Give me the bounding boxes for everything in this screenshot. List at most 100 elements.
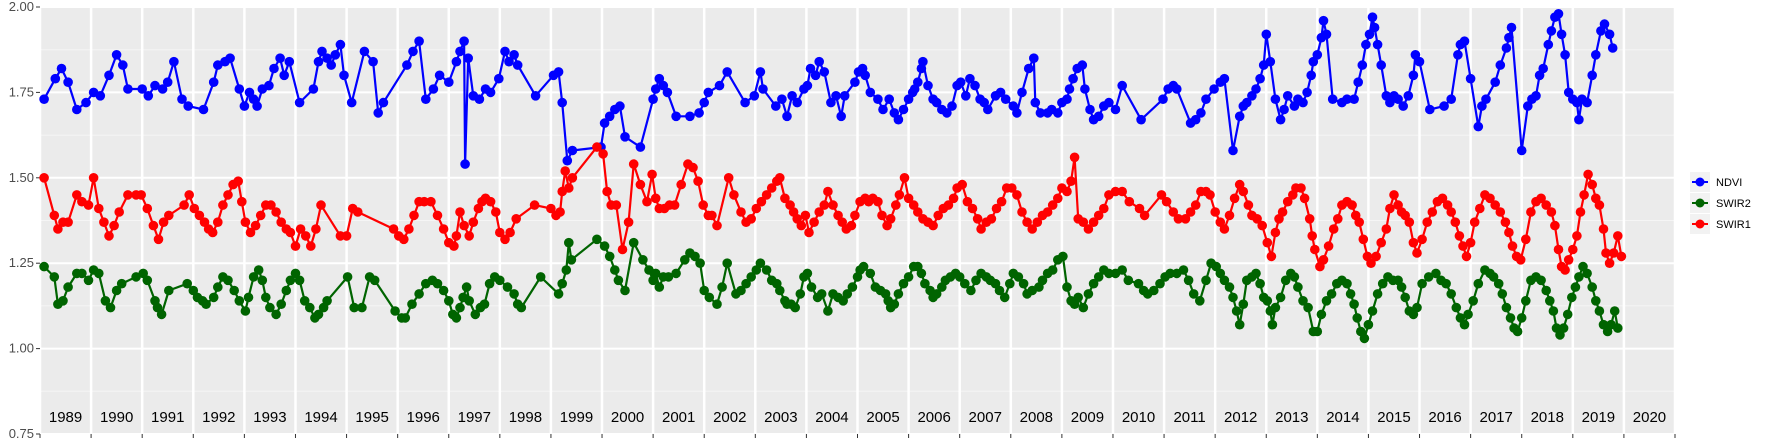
data-point	[1085, 104, 1095, 115]
data-point	[1234, 111, 1245, 122]
data-point	[150, 80, 160, 91]
data-point	[317, 46, 327, 57]
data-point	[1361, 39, 1371, 50]
data-point	[1303, 302, 1313, 313]
data-point	[295, 224, 306, 234]
data-point	[88, 173, 99, 183]
data-point	[104, 231, 114, 241]
data-point	[184, 190, 194, 200]
data-point	[188, 285, 199, 296]
data-point	[109, 220, 119, 231]
data-point	[1515, 254, 1526, 265]
data-point	[189, 203, 200, 214]
data-point	[560, 166, 570, 176]
data-point	[1546, 207, 1557, 217]
data-point	[1243, 200, 1254, 210]
data-point	[240, 306, 251, 316]
data-point	[229, 285, 239, 296]
data-point	[885, 214, 896, 224]
data-point	[1279, 104, 1289, 115]
data-point	[369, 275, 380, 286]
data-point	[615, 101, 625, 111]
data-point	[276, 217, 287, 227]
data-point	[712, 299, 722, 310]
data-point	[842, 289, 853, 299]
data-point	[638, 254, 648, 265]
data-point	[717, 282, 727, 292]
data-point	[671, 111, 681, 122]
year-label: 2012	[1224, 409, 1257, 426]
data-point	[804, 227, 814, 238]
data-point	[1366, 258, 1376, 269]
data-point	[1377, 278, 1388, 289]
data-point	[1110, 186, 1121, 197]
data-point	[1558, 323, 1569, 333]
data-point	[931, 289, 942, 299]
data-point	[604, 251, 615, 262]
year-labels: 1989 1990 1991 1992 1993 1994 1995 1996 1997 1998…	[49, 409, 1666, 426]
data-point	[1545, 296, 1555, 306]
data-point	[1607, 43, 1618, 53]
data-point	[1328, 224, 1339, 234]
year-label: 2004	[815, 409, 848, 426]
data-point	[1185, 207, 1196, 217]
data-point	[438, 224, 449, 234]
data-point	[182, 278, 192, 289]
data-point	[680, 254, 690, 265]
data-point	[83, 275, 94, 286]
data-point	[1453, 50, 1463, 60]
data-point	[1507, 241, 1518, 251]
data-point	[1099, 203, 1109, 214]
data-point	[449, 241, 459, 251]
data-point	[142, 275, 153, 286]
data-point	[123, 84, 133, 94]
data-point	[94, 203, 104, 214]
data-point	[368, 56, 378, 67]
data-point	[699, 97, 709, 108]
data-point	[1270, 227, 1281, 238]
data-point	[996, 196, 1007, 207]
data-point	[1053, 108, 1063, 118]
data-point	[995, 87, 1006, 98]
legend-label: NDVI	[1716, 177, 1742, 189]
year-label: 1999	[560, 409, 593, 426]
data-point	[50, 73, 61, 84]
data-point	[1104, 97, 1114, 108]
data-point	[1504, 32, 1514, 43]
y-tick-label: 1.50	[9, 170, 34, 185]
data-point	[1553, 244, 1564, 255]
data-point	[703, 87, 714, 98]
data-point	[72, 104, 82, 115]
year-label: 1991	[151, 409, 184, 426]
data-point	[359, 46, 370, 57]
data-point	[628, 159, 639, 169]
data-point	[1538, 63, 1548, 74]
data-point	[1280, 275, 1291, 286]
data-point	[111, 285, 122, 296]
y-tick-label: 1.25	[9, 255, 34, 270]
data-point	[1342, 278, 1352, 289]
data-point	[1431, 268, 1441, 279]
data-point	[463, 53, 474, 63]
data-point	[116, 278, 127, 289]
data-point	[63, 282, 73, 292]
data-point	[1465, 73, 1476, 84]
data-point	[1376, 60, 1386, 70]
data-point	[1062, 186, 1072, 197]
data-point	[148, 220, 159, 231]
data-point	[599, 241, 610, 251]
data-point	[635, 142, 646, 152]
data-point	[923, 80, 933, 91]
data-point	[983, 104, 993, 115]
data-point	[451, 313, 462, 323]
data-point	[986, 214, 997, 224]
data-point	[663, 272, 674, 282]
data-point	[847, 282, 858, 292]
data-point	[164, 285, 174, 296]
data-point	[893, 289, 904, 299]
data-point	[790, 302, 800, 313]
data-point	[1536, 275, 1546, 286]
data-point	[780, 193, 790, 204]
data-point	[746, 214, 756, 224]
data-point	[685, 111, 695, 122]
